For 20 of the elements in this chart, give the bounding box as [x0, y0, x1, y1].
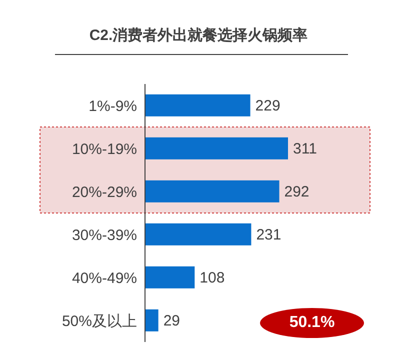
bar — [145, 180, 280, 202]
y-tick-label: 20%-29% — [72, 184, 137, 201]
data-label: 231 — [256, 226, 282, 244]
data-label: 229 — [255, 98, 280, 115]
data-label: 311 — [293, 140, 317, 158]
oval-badge: 50.1% — [260, 308, 364, 338]
y-tick-label: 50%及以上 — [62, 312, 137, 330]
data-label: 292 — [284, 184, 310, 201]
y-tick-label: 10%-19% — [72, 140, 137, 158]
y-tick-label: 1%-9% — [88, 98, 137, 115]
data-label: 108 — [200, 270, 225, 287]
y-tick-label: 30%-39% — [72, 226, 137, 244]
bar — [145, 94, 250, 116]
bar — [145, 309, 158, 332]
bar — [145, 266, 195, 288]
bar — [145, 137, 288, 160]
bar — [145, 223, 252, 246]
data-label: 29 — [163, 312, 180, 330]
chart-title: C2.消费者外出就餐选择火锅频率 — [88, 26, 309, 45]
y-tick-label: 40%-49% — [72, 270, 137, 287]
